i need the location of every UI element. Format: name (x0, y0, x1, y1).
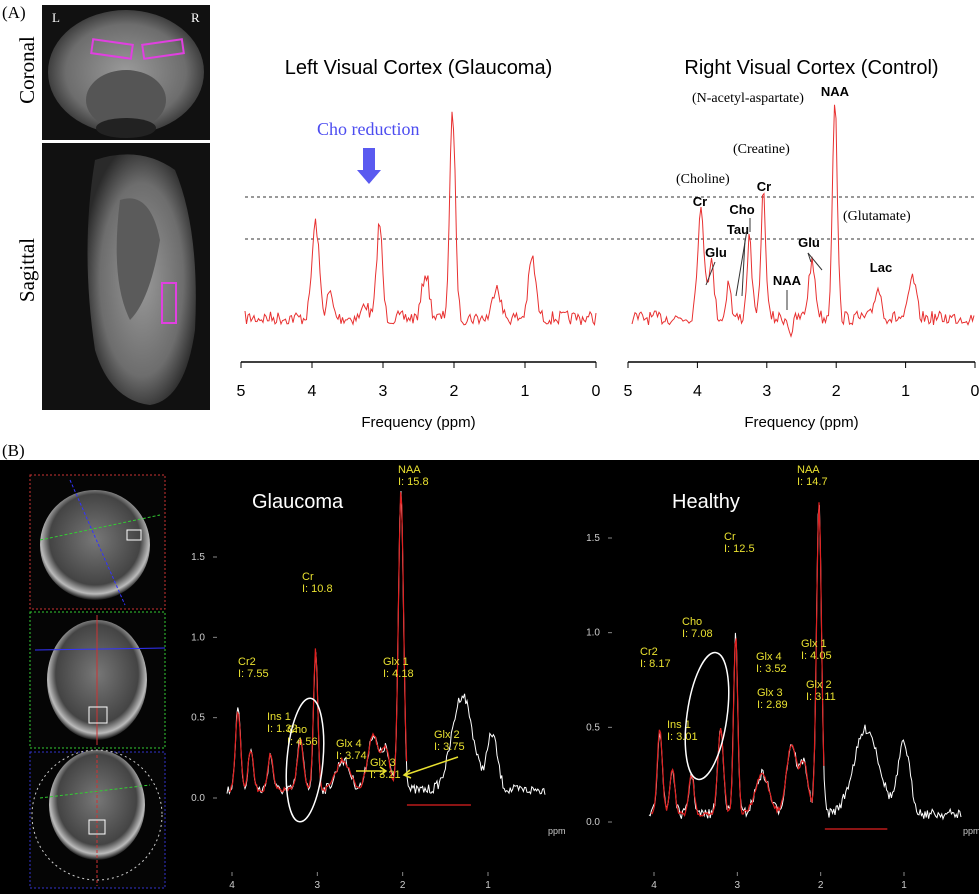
spectrum-title: Right Visual Cortex (Control) (684, 57, 938, 79)
x-axis-label: Frequency (ppm) (361, 414, 475, 431)
peak-name: Glx 3 (370, 757, 396, 769)
y-tick-label: 1.0 (586, 628, 600, 639)
side-label: L (52, 10, 60, 25)
image-label: Coronal (15, 36, 39, 104)
spectrum-trace (245, 112, 596, 325)
y-tick-label: 0.5 (191, 713, 205, 724)
coronal-image (42, 5, 210, 140)
peak-name: Cr (724, 531, 736, 543)
x-tick-label: 2 (450, 383, 459, 400)
peak-intensity: I: 10.8 (302, 583, 333, 595)
arrow (357, 148, 381, 184)
x-tick-label: 3 (762, 383, 771, 400)
peak-intensity: I: 4.05 (801, 650, 832, 662)
peak-intensity: I: 3.75 (434, 741, 465, 753)
x-tick-label: 3 (379, 383, 388, 400)
peak-annotation: Glu (798, 235, 820, 250)
x-axis-unit: ppm (548, 826, 566, 836)
side-label: R (191, 10, 200, 25)
x-tick-label: 3 (315, 880, 321, 891)
x-tick-label: 2 (818, 880, 824, 891)
peak-annotation: (N-acetyl-aspartate) (692, 91, 804, 106)
peak-intensity: I: 3.52 (756, 663, 787, 675)
x-tick-label: 1 (901, 383, 910, 400)
peak-intensity: I: 12.5 (724, 543, 755, 555)
peak-intensity: I: 3.01 (667, 731, 698, 743)
y-tick-label: 0.0 (586, 817, 600, 828)
spectrum-title: Left Visual Cortex (Glaucoma) (285, 57, 553, 79)
peak-intensity: I: 3.74 (336, 750, 367, 762)
spectrum-title: Glaucoma (252, 491, 344, 513)
peak-intensity: I: 15.8 (398, 476, 429, 488)
peak-intensity: I: 8.17 (640, 658, 671, 670)
peak-annotation: Lac (870, 260, 892, 275)
x-tick-label: 4 (308, 383, 317, 400)
peak-annotation: (Glutamate) (843, 209, 911, 224)
x-axis-unit: ppm (963, 826, 979, 836)
peak-name: Glx 1 (801, 638, 827, 650)
image-label: Sagittal (15, 238, 39, 302)
peak-name: Ins 1 (267, 711, 291, 723)
peak-intensity: I: 14.7 (797, 476, 828, 488)
x-tick-label: 4 (651, 880, 657, 891)
spectrum-title: Healthy (672, 491, 740, 513)
peak-intensity: I: 4.18 (383, 668, 414, 680)
peak-intensity: I: 4.56 (287, 736, 318, 748)
x-tick-label: 0 (971, 383, 979, 400)
leader-line (808, 253, 822, 270)
x-axis-label: Frequency (ppm) (744, 414, 858, 431)
peak-name: Glx 3 (757, 687, 783, 699)
x-tick-label: 1 (485, 880, 491, 891)
peak-intensity: I: 7.08 (682, 628, 713, 640)
y-tick-label: 1.0 (191, 632, 205, 643)
panel-label: (A) (2, 3, 26, 22)
peak-intensity: I: 7.55 (238, 668, 269, 680)
peak-name: Glx 2 (434, 729, 460, 741)
peak-annotation: (Choline) (676, 172, 730, 187)
peak-name: Ins 1 (667, 719, 691, 731)
x-tick-label: 3 (735, 880, 741, 891)
x-tick-label: 1 (521, 383, 530, 400)
peak-annotation: Glu (705, 245, 727, 260)
peak-name: Glx 4 (336, 738, 362, 750)
figure: (A) Coronal Sagittal L R Left Visual Cortex (… (0, 0, 979, 894)
peak-annotation: Cr (693, 194, 707, 209)
peak-name: NAA (797, 464, 820, 476)
peak-name: Cho (682, 616, 702, 628)
y-tick-label: 0.5 (586, 722, 600, 733)
y-tick-label: 1.5 (586, 533, 600, 544)
peak-name: Cr2 (238, 656, 256, 668)
peak-annotation: Cr (757, 179, 771, 194)
spectrum-trace (632, 105, 974, 336)
panel-label: (B) (2, 441, 25, 460)
peak-name: Cr (302, 571, 314, 583)
x-tick-label: 0 (592, 383, 601, 400)
y-tick-label: 1.5 (191, 552, 205, 563)
peak-intensity: I: 3.11 (806, 691, 836, 703)
x-tick-label: 5 (624, 383, 633, 400)
y-tick-label: 0.0 (191, 793, 205, 804)
localizer-images (30, 475, 165, 888)
x-tick-label: 5 (237, 383, 246, 400)
x-tick-label: 2 (400, 880, 406, 891)
x-tick-label: 4 (229, 880, 235, 891)
peak-annotation: NAA (773, 273, 802, 288)
peak-annotation: (Creatine) (733, 142, 790, 157)
peak-name: Cr2 (640, 646, 658, 658)
x-tick-label: 1 (901, 880, 907, 891)
page: {"panel_a": {"label": "(A)", "coronal": … (0, 0, 979, 894)
peak-name: Glx 4 (756, 651, 782, 663)
peak-annotation: Cho reduction (317, 119, 419, 139)
peak-intensity: I: 2.89 (757, 699, 788, 711)
x-tick-label: 2 (832, 383, 841, 400)
peak-name: NAA (398, 464, 421, 476)
peak-name: Glx 1 (383, 656, 409, 668)
peak-name: Glx 2 (806, 679, 832, 691)
peak-annotation: Cho (729, 202, 754, 217)
sagittal-image (42, 143, 210, 410)
peak-annotation: NAA (821, 84, 850, 99)
x-tick-label: 4 (693, 383, 702, 400)
leader-line (736, 230, 747, 296)
